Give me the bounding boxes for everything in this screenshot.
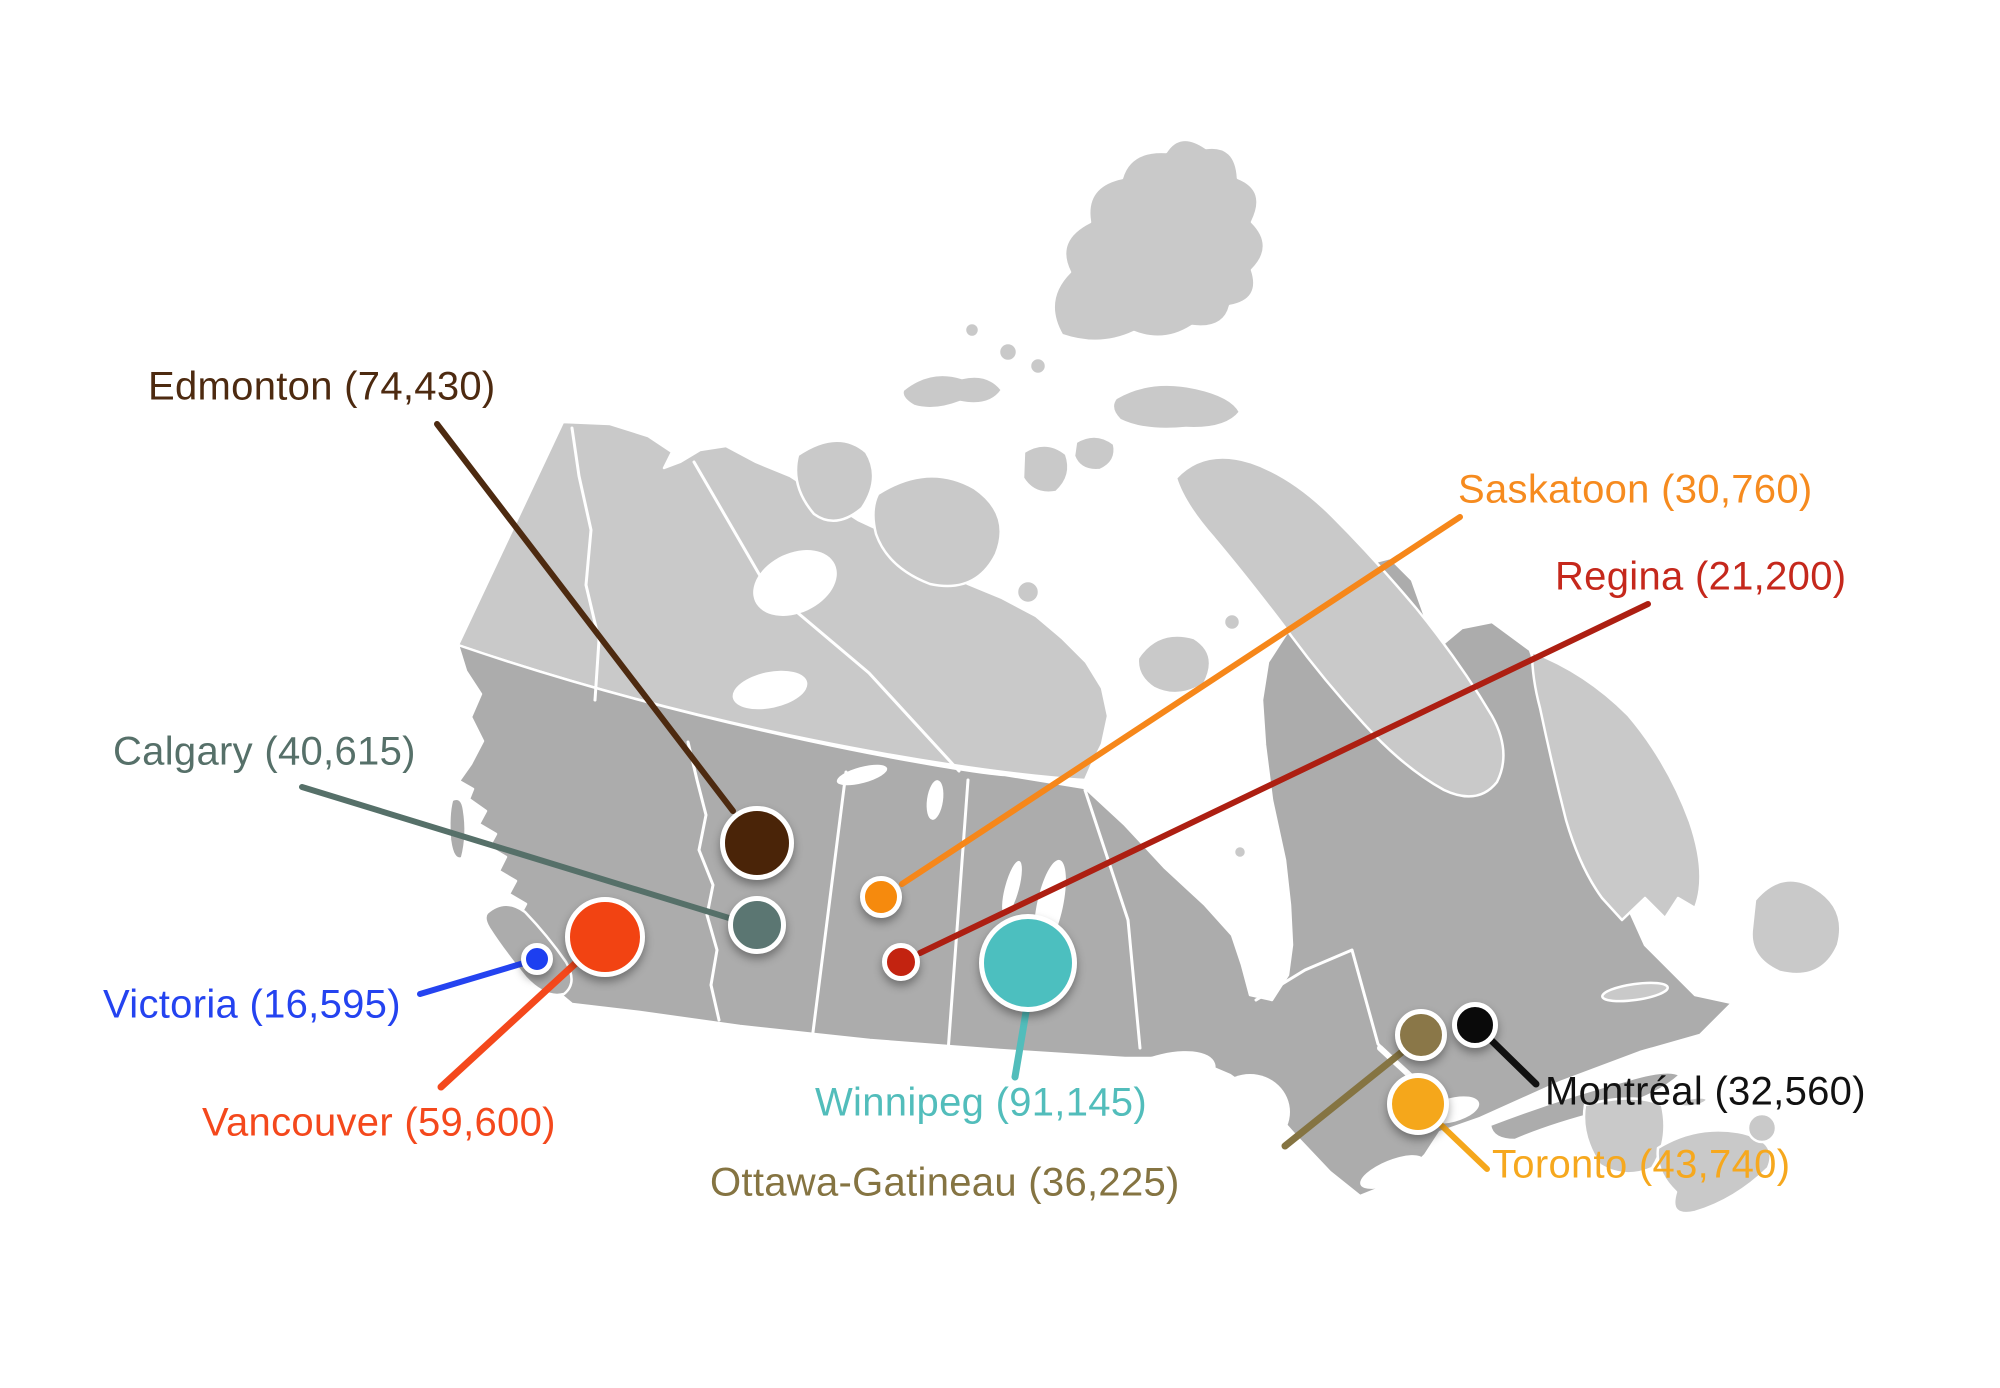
leader-line-victoria [417,960,527,997]
map-region-haida-gwaii [448,797,467,860]
leader-line-ottawa-gatineau [1281,1048,1406,1150]
map-region-belcher-islands [1232,844,1248,860]
map-region-small-island [963,321,981,339]
border-nwt-nunavut [692,460,961,773]
border-saskatchewan-manitoba [946,778,970,1054]
city-bubble-vancouver [565,897,645,977]
city-bubble-montreal [1452,1002,1498,1048]
border-manitoba-ontario [1083,788,1142,1050]
leader-line-regina [917,601,1651,956]
city-bubble-edmonton [720,806,794,880]
map-region-cape-breton [1746,1112,1778,1144]
map-region-southampton-island [1136,634,1212,695]
map-region-victoria-island [872,475,1002,588]
leader-line-edmonton [434,421,736,814]
great-slave-lake [732,670,808,710]
city-label-vancouver: Vancouver (59,600) [202,1100,556,1145]
border-yukon-nwt [570,426,601,702]
city-label-toronto: Toronto (43,740) [1492,1142,1791,1187]
lake-superior [1100,1051,1216,1113]
city-label-edmonton: Edmonton (74,430) [148,364,496,409]
map-region-banks-island [794,439,875,522]
lake-huron [1210,1074,1290,1150]
map-region-devon-island [1111,383,1242,431]
leader-line-calgary [299,784,732,921]
leader-line-vancouver [437,958,581,1091]
city-label-montreal: Montréal (32,560) [1545,1069,1866,1114]
city-bubble-winnipeg [979,914,1077,1012]
reindeer-lake [926,780,944,820]
city-label-calgary: Calgary (40,615) [113,729,416,774]
city-bubble-saskatoon [860,876,902,918]
map-region-bathurst-island [997,341,1019,363]
map-region-new-brunswick [1582,1097,1666,1175]
map-region-ellesmere-island [1052,138,1266,343]
city-bubble-ottawa-gatineau [1395,1009,1447,1061]
city-bubble-toronto [1387,1073,1449,1135]
map-region-somerset-island [1072,435,1116,472]
city-label-saskatoon: Saskatoon (30,760) [1458,467,1813,512]
city-bubble-regina [882,943,920,981]
city-label-winnipeg: Winnipeg (91,145) [815,1080,1147,1125]
map-region-anticosti-island [1601,981,1669,1003]
leader-lines [299,421,1651,1172]
city-bubble-calgary [728,896,786,954]
map-region-labrador [1530,650,1702,922]
leader-line-winnipeg [1011,1008,1030,1081]
leader-line-saskatoon [899,514,1463,887]
lake-winnipegosis [1002,860,1022,916]
great-bear-lake [753,550,837,616]
city-bubble-victoria [521,943,553,975]
map-region-prince-edward-island [1677,1096,1709,1108]
map-region-nova-scotia [1656,1129,1772,1215]
map-region-melville-island [901,373,1004,410]
map-region-prince-of-wales-island [1021,444,1070,494]
leader-line-toronto [1438,1122,1490,1172]
city-label-ottawa-gatineau: Ottawa-Gatineau (36,225) [710,1160,1180,1205]
lake-athabasca [836,764,888,786]
map-region-coats-island [1222,612,1242,632]
border-alberta-saskatchewan [810,770,848,1042]
map-region-king-william-island [1015,579,1041,605]
map-region-cornwallis-island [1028,356,1048,376]
city-label-victoria: Victoria (16,595) [103,982,401,1027]
city-label-regina: Regina (21,200) [1555,554,1847,599]
map-region-newfoundland [1750,879,1842,976]
border-bc-alberta [686,740,721,1022]
lake-erie [1360,1155,1424,1189]
leader-line-montreal [1488,1037,1540,1088]
